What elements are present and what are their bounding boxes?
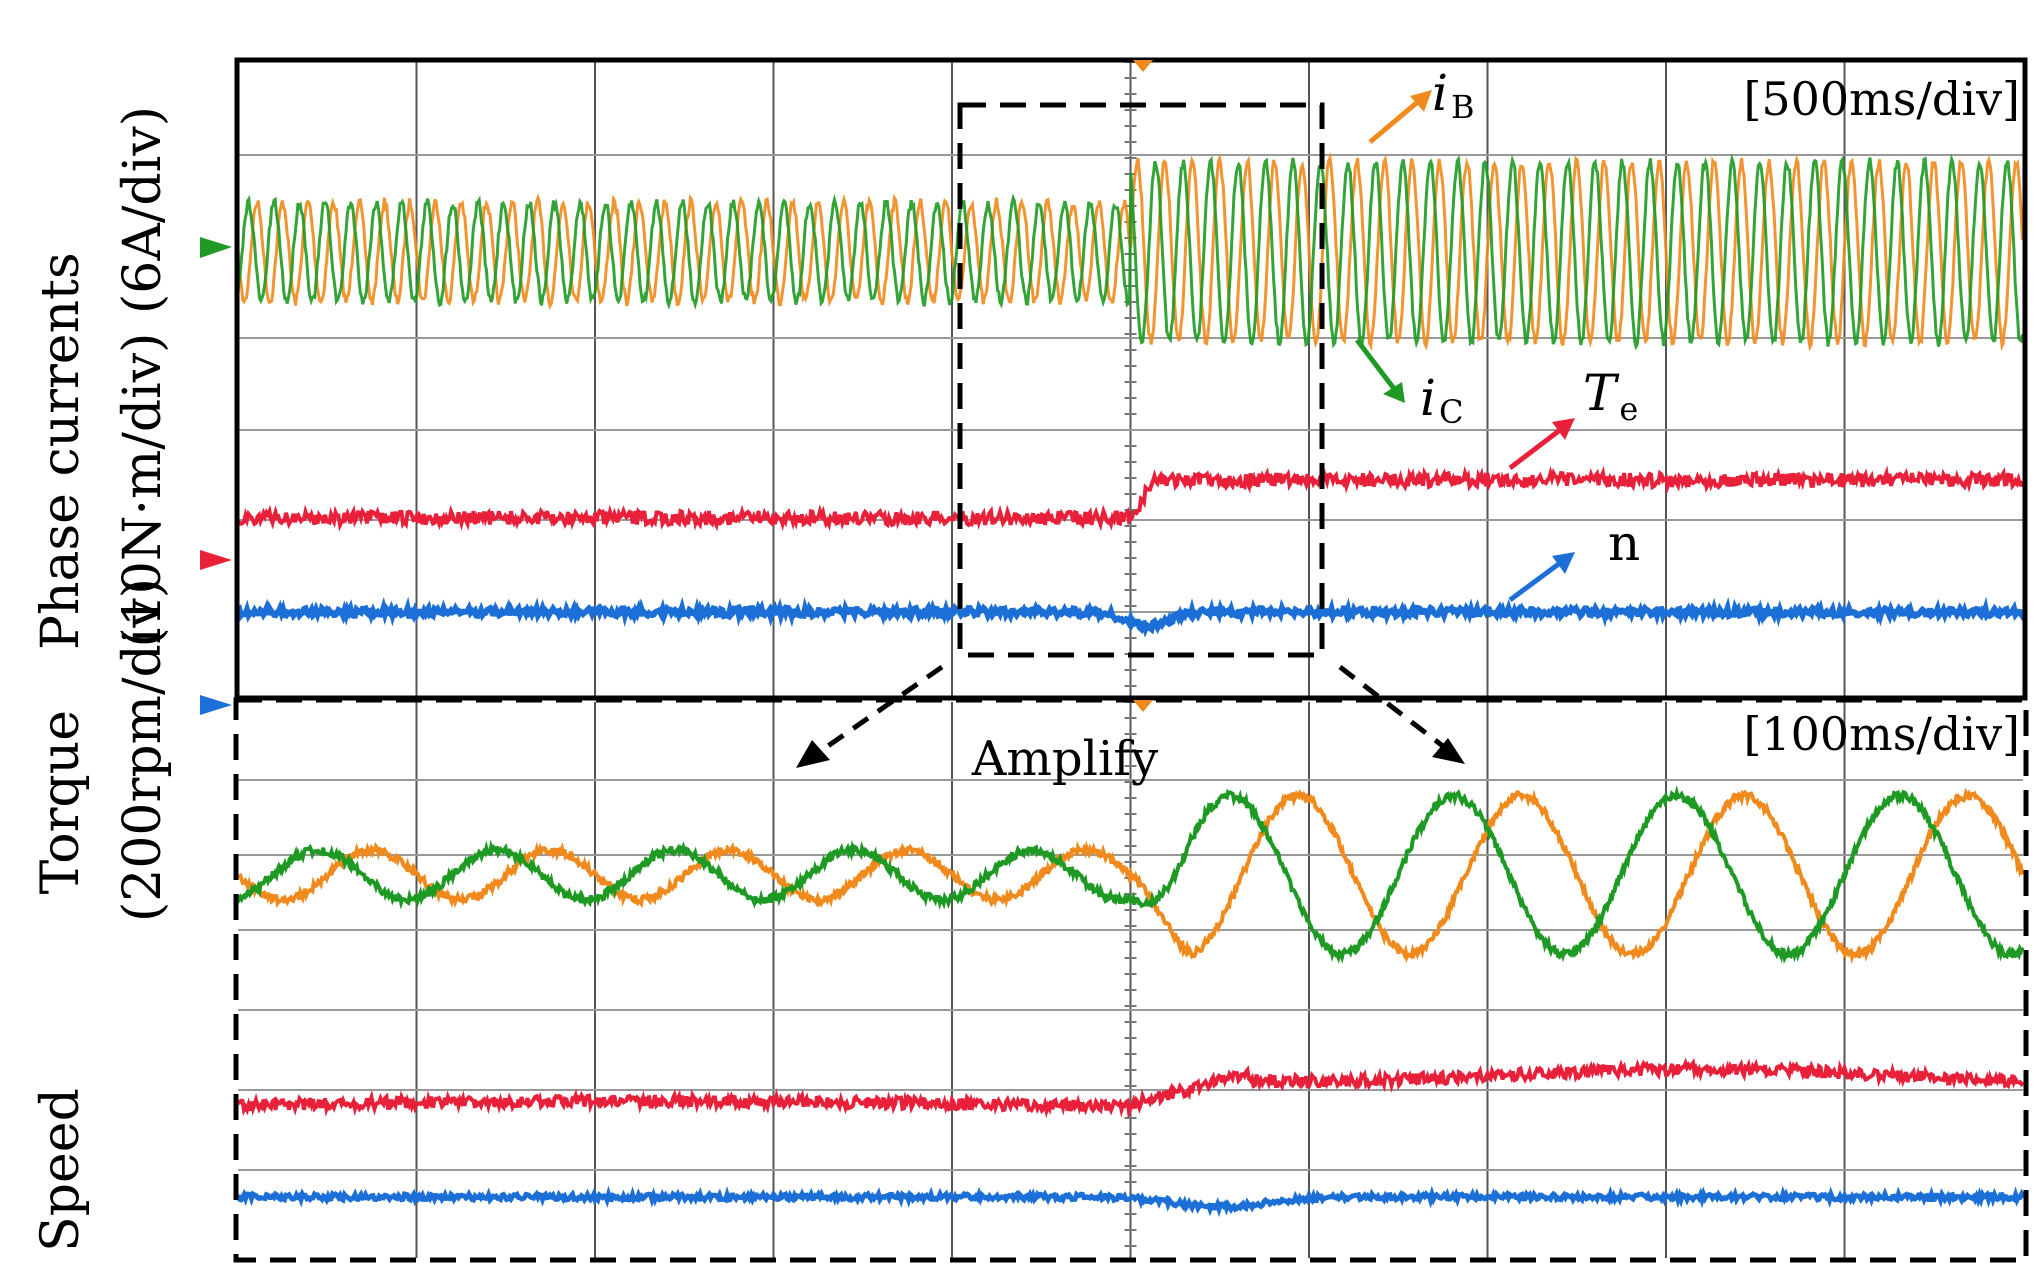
trigger-marker-top: [1133, 60, 1153, 72]
n-annotation: n: [1508, 514, 1640, 603]
torque-unit-label: (10N·m/div): [113, 333, 173, 648]
channel-marker-speed: [200, 695, 232, 715]
torque-label: Torque: [31, 710, 91, 894]
trigger-marker-bottom: [1133, 700, 1153, 712]
zoom-box: [957, 102, 1325, 658]
n-label: n: [1608, 514, 1640, 572]
iC-annotation: iC: [1355, 338, 1463, 431]
amplify-arrowhead-right: [1432, 738, 1465, 764]
speed-label: Speed: [31, 1088, 91, 1252]
top-panel-traces: [235, 152, 2026, 638]
current-unit-label: (6A/div): [113, 106, 173, 314]
trace-iC-top: [236, 153, 2024, 351]
amplify-label: Amplify: [971, 731, 1159, 787]
iB-arrowhead: [1410, 90, 1432, 112]
bottom-panel-traces: [235, 784, 2026, 1218]
bottom-panel-frame: [233, 697, 2029, 1263]
trace-n-top: [235, 596, 2026, 638]
top-panel-grid: [238, 61, 2023, 696]
amplify-arrow-left: [810, 664, 944, 760]
amplify-arrow-right: [1338, 665, 1450, 752]
Te-annotation: Te: [1508, 364, 1638, 470]
y-label-col2: (200rpm/div) (10N·m/div) (6A/div): [113, 106, 173, 922]
Te-arrowhead: [1552, 418, 1575, 440]
trace-iB-bottom: [237, 787, 2025, 965]
trace-Te-bottom: [236, 1057, 2025, 1119]
channel-marker-current: [200, 237, 232, 258]
amplify-arrowhead-left: [796, 740, 830, 768]
iB-annotation: iB: [1368, 64, 1475, 144]
iC-label: iC: [1420, 369, 1463, 431]
trace-iC-bottom: [236, 784, 2025, 965]
n-arrowhead: [1552, 552, 1575, 574]
top-timebase-label: [500ms/div]: [1743, 72, 2020, 126]
speed-unit-label: (200rpm/div): [113, 578, 173, 922]
trace-n-bottom: [235, 1185, 2026, 1218]
trace-Te-top: [236, 465, 2025, 532]
Te-label: Te: [1583, 364, 1638, 428]
iC-arrowhead: [1383, 382, 1405, 403]
phase-currents-label: Phase currents: [31, 252, 91, 650]
y-label-col1: Torque Phase currents Speed: [31, 252, 91, 1252]
channel-marker-torque: [200, 550, 232, 570]
bottom-timebase-label: [100ms/div]: [1743, 707, 2020, 761]
iB-label: iB: [1432, 64, 1475, 126]
